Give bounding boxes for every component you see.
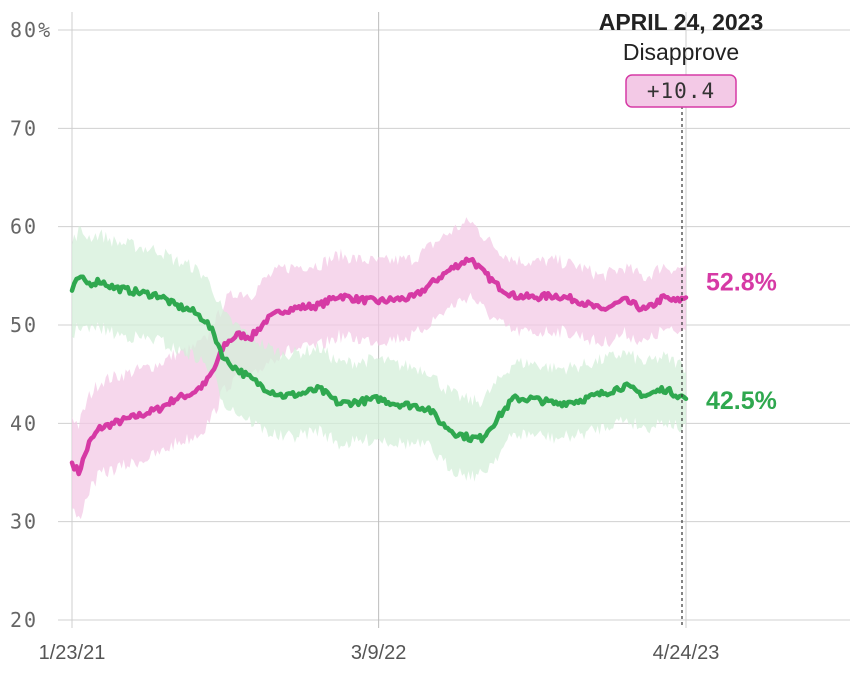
approve-line	[69, 274, 689, 444]
x-tick-label: 3/9/22	[351, 642, 407, 664]
date-annotation: APRIL 24, 2023 Disapprove +10.4	[599, 9, 764, 628]
y-tick-label: 40	[10, 411, 38, 435]
disapprove-line	[69, 256, 689, 477]
margin-badge-text: +10.4	[647, 79, 715, 103]
y-axis: 80% 70 60 50 40 30 20	[10, 18, 52, 632]
disapprove-band	[72, 217, 686, 520]
annotation-date: APRIL 24, 2023	[599, 9, 764, 35]
y-tick-label: 70	[10, 116, 38, 140]
y-tick-label: 50	[10, 313, 38, 337]
y-tick-label: 30	[10, 510, 38, 534]
y-tick-label: 60	[10, 215, 38, 239]
uncertainty-bands	[72, 217, 686, 520]
y-tick-label: 20	[10, 608, 38, 632]
margin-badge	[625, 74, 737, 108]
x-tick-label: 1/23/21	[39, 642, 106, 664]
x-tick-label: 4/24/23	[653, 642, 720, 664]
end-labels: 52.8% 42.5%	[706, 268, 777, 414]
x-axis: 1/23/21 3/9/22 4/24/23	[39, 642, 720, 664]
series-lines	[69, 256, 689, 477]
annotation-metric: Disapprove	[623, 39, 739, 65]
approve-band	[72, 226, 686, 482]
y-tick-label: 80%	[10, 18, 52, 42]
end-label-approve: 42.5%	[706, 387, 777, 415]
end-label-disapprove: 52.8%	[706, 268, 777, 296]
